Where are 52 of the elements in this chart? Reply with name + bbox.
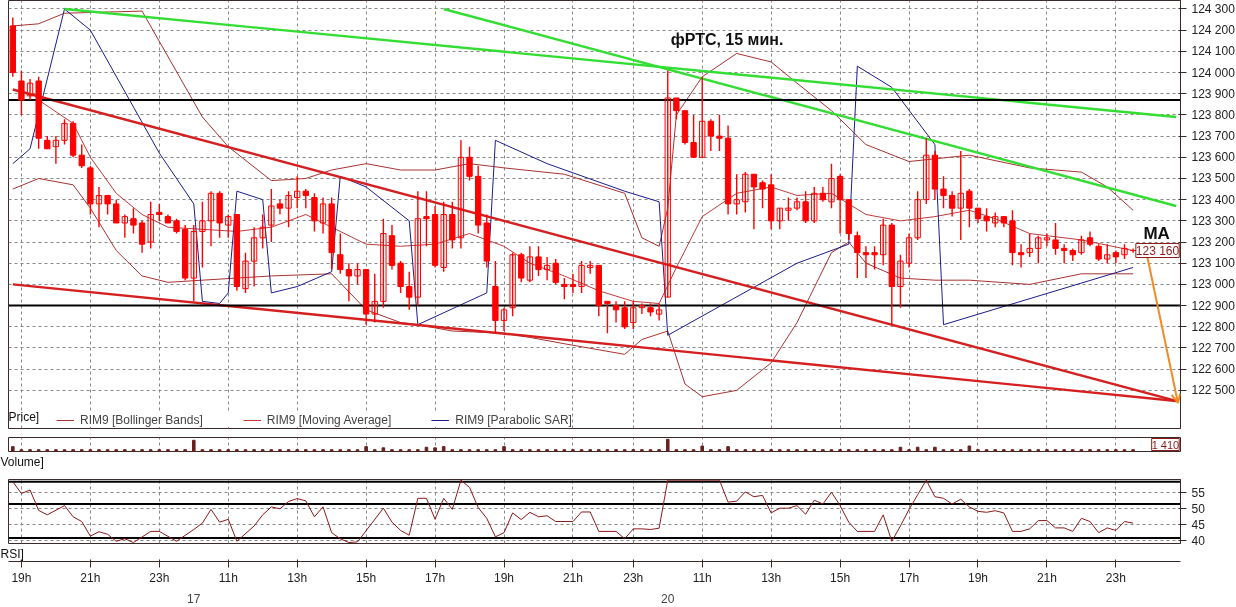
x-tick-label: 21h xyxy=(80,570,101,585)
legend-label: RIM9 [Parabolic SAR] xyxy=(455,413,572,427)
text: RSI] xyxy=(0,546,24,561)
y-tick-label: 123 300 xyxy=(1191,213,1236,228)
y-tick-label: 40 xyxy=(1191,534,1206,549)
x-tick-label: 15h xyxy=(356,570,377,585)
y-tick-label: 122 500 xyxy=(1191,383,1236,398)
y-tick-label: 124 000 xyxy=(1191,65,1236,80)
x-tick-label: 13h xyxy=(287,570,308,585)
y-tick-label: 124 100 xyxy=(1191,44,1236,59)
text: 17 xyxy=(187,591,201,606)
y-tick-label: 123 900 xyxy=(1191,86,1236,101)
x-tick-label: 21h xyxy=(562,570,583,585)
x-tick-label: 17h xyxy=(899,570,920,585)
y-tick-label: 123 100 xyxy=(1191,256,1236,271)
text: фРТС, 15 мин. xyxy=(670,30,784,48)
legend-label: RIM9 [Bollinger Bands] xyxy=(80,413,203,427)
x-tick-label: 19h xyxy=(494,570,515,585)
y-tick-label: 123 200 xyxy=(1191,235,1236,250)
x-tick-label: 23h xyxy=(623,570,644,585)
y-tick-label: 124 200 xyxy=(1191,23,1236,38)
y-tick-label: 123 500 xyxy=(1191,171,1236,186)
y-tick-label: 122 600 xyxy=(1191,362,1236,377)
y-tick-label: 50 xyxy=(1191,502,1206,517)
y-tick-label: 45 xyxy=(1191,518,1206,533)
annotation: 1 410 xyxy=(1151,438,1180,451)
x-tick-label: 11h xyxy=(692,570,712,585)
text: 20 xyxy=(661,591,675,606)
text: Volume] xyxy=(0,454,44,469)
x-tick-label: 19h xyxy=(11,570,32,585)
x-tick-label: 13h xyxy=(761,570,782,585)
x-tick-label: 15h xyxy=(830,570,851,585)
x-tick-label: 19h xyxy=(967,570,989,585)
annotation: MA xyxy=(1143,223,1170,243)
x-tick-label: 23h xyxy=(1105,570,1126,585)
x-tick-label: 17h xyxy=(425,570,446,585)
y-tick-label: 123 700 xyxy=(1191,129,1236,144)
y-tick-label: 122 800 xyxy=(1191,319,1236,334)
y-tick-label: 124 300 xyxy=(1191,1,1236,16)
y-tick-label: 122 900 xyxy=(1191,298,1236,313)
y-tick-label: 123 000 xyxy=(1191,277,1236,292)
y-tick-label: 123 800 xyxy=(1191,107,1236,122)
x-tick-label: 11h xyxy=(218,570,238,585)
y-tick-label: 55 xyxy=(1191,486,1206,501)
annotation: 123 160 xyxy=(1135,243,1180,258)
x-tick-label: 21h xyxy=(1036,570,1057,585)
legend-title: Price] xyxy=(8,409,40,424)
x-tick-label: 23h xyxy=(149,570,170,585)
y-tick-label: 122 700 xyxy=(1191,340,1236,355)
legend-label: RIM9 [Moving Average] xyxy=(266,413,392,427)
y-tick-label: 123 600 xyxy=(1191,150,1236,165)
y-tick-label: 123 400 xyxy=(1191,192,1236,207)
